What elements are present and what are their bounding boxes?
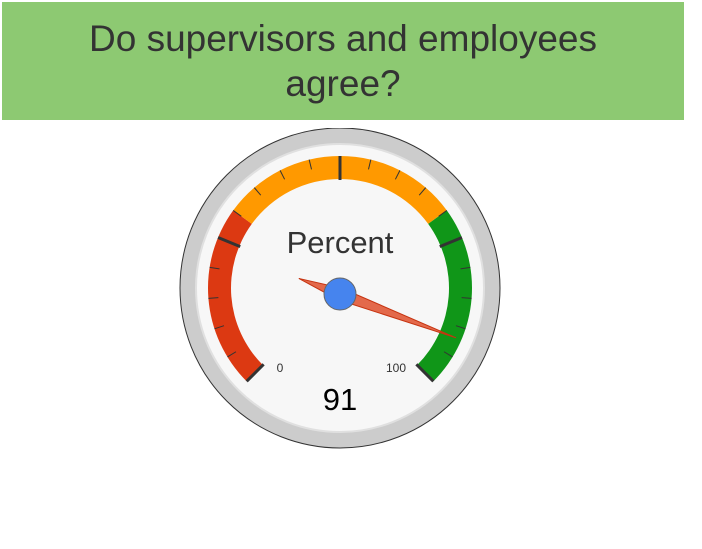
gauge-minor-tick <box>308 159 313 170</box>
gauge-hub <box>323 277 357 311</box>
gauge-major-tick <box>415 363 435 383</box>
gauge-minor-tick <box>209 266 220 270</box>
gauge-minor-tick <box>208 297 219 299</box>
gauge-ticks <box>208 156 472 383</box>
gauge-minor-tick <box>461 297 472 299</box>
gauge-label: Percent <box>287 225 394 260</box>
gauge-bands <box>207 156 472 382</box>
title-banner: Do supervisors and employees agree? <box>2 2 684 120</box>
gauge-minor-tick <box>394 170 401 180</box>
gauge-minor-tick <box>443 351 453 358</box>
gauge-minor-tick <box>438 210 448 217</box>
gauge-minor-tick <box>455 325 466 330</box>
gauge-minor-tick <box>214 325 225 330</box>
gauge-minor-tick <box>227 351 237 358</box>
gauge-minor-tick <box>418 187 427 196</box>
gauge-minor-tick <box>253 187 262 196</box>
gauge-band-1 <box>233 156 447 224</box>
gauge-major-tick <box>439 236 463 249</box>
gauge-minor-tick <box>367 159 372 170</box>
gauge-major-tick <box>245 363 265 383</box>
gauge-minor-tick <box>232 210 242 217</box>
gauge-svg: Percent 0 100 91 <box>179 128 501 449</box>
gauge-band-0 <box>207 210 263 382</box>
gauge-minor-tick <box>460 266 471 270</box>
gauge-min-label: 0 <box>277 361 284 375</box>
gauge-band-2 <box>417 210 472 382</box>
chart-title: Do supervisors and employees agree? <box>89 18 597 104</box>
gauge-chart: Percent 0 100 91 <box>170 128 510 468</box>
gauge-major-tick <box>217 236 241 249</box>
gauge-max-label: 100 <box>386 361 406 375</box>
gauge-value-label: 91 <box>323 382 357 417</box>
gauge-minor-tick <box>279 170 286 180</box>
